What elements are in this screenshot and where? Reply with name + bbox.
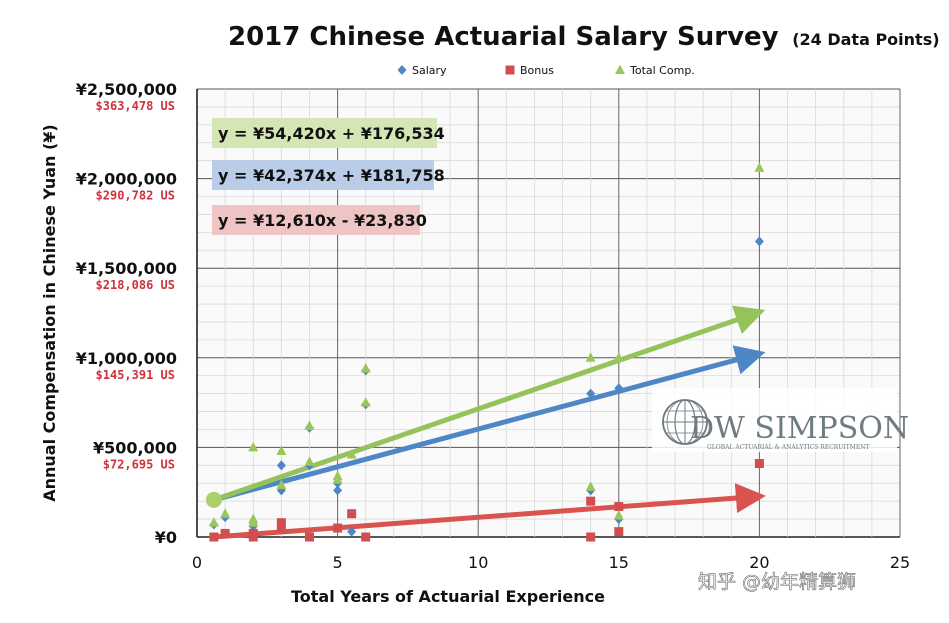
total-comp--point	[613, 352, 624, 362]
legend-label: Total Comp.	[629, 64, 695, 77]
total-comp--point	[346, 449, 357, 459]
trendline-bonus	[211, 483, 766, 540]
chart-subtitle: (24 Data Points)	[792, 30, 939, 49]
y-tick-label: ¥500,000	[93, 438, 177, 457]
bonus-point	[220, 528, 230, 538]
total-comp--point	[276, 479, 287, 490]
salary-point	[586, 388, 596, 399]
x-tick-label: 25	[890, 553, 910, 572]
total-comp--point	[208, 517, 219, 527]
salary-point	[614, 383, 624, 394]
x-tick-label: 10	[468, 553, 488, 572]
legend-label: Bonus	[520, 64, 554, 77]
bonus-point	[276, 518, 286, 528]
globe-icon	[662, 399, 708, 445]
total-comp--point	[360, 363, 371, 373]
bonus-point	[347, 509, 357, 519]
total-comp--point	[613, 509, 624, 520]
bonus-point	[614, 527, 624, 537]
x-tick-label: 0	[192, 553, 202, 572]
legend-label: Salary	[412, 64, 447, 77]
trendline-salary	[211, 345, 766, 503]
equation-box	[212, 160, 434, 190]
bonus-point	[754, 459, 764, 469]
bonus-point	[209, 532, 219, 542]
bonus-point	[276, 523, 286, 533]
legend-square-icon	[505, 65, 515, 75]
y-tick-label: ¥1,500,000	[76, 259, 177, 278]
y-axis-ticks: ¥0 ¥500,000$72,695 US ¥1,000,000$145,391 U…	[76, 80, 177, 547]
equation-box	[212, 205, 420, 235]
trendline-total-comp-	[211, 305, 766, 503]
equation-label: y = ¥12,610x - ¥23,830	[218, 211, 427, 230]
bonus-point	[586, 496, 596, 506]
trend-origin-dot	[205, 491, 222, 508]
logo-name: DW SIMPSON	[690, 411, 909, 446]
y-tick-usd-label: $363,478 US	[96, 99, 175, 113]
total-comp--point	[585, 352, 596, 362]
salary-point	[754, 236, 764, 247]
y-tick-label: ¥1,000,000	[76, 349, 177, 368]
y-tick-label: ¥2,500,000	[76, 80, 177, 99]
salary-point	[347, 526, 357, 537]
x-tick-label: 20	[749, 553, 769, 572]
bonus-point	[614, 502, 624, 512]
equation-label: y = ¥42,374x + ¥181,758	[218, 166, 445, 185]
zhihu-watermark: 知乎 @幼年精算狮	[698, 571, 856, 593]
x-axis-ticks: 0 5 10 15 20 25	[192, 553, 910, 572]
trend-equations: y = ¥54,420x + ¥176,534 y = ¥42,374x + ¥1…	[212, 118, 445, 235]
legend-diamond-icon	[397, 65, 407, 75]
y-tick-usd-label: $290,782 US	[96, 189, 175, 203]
total-comp--point	[304, 420, 315, 430]
bonus-point	[586, 532, 596, 542]
y-tick-label: ¥0	[155, 528, 177, 547]
total-comp--point	[754, 162, 765, 172]
equation-label: y = ¥54,420x + ¥176,534	[218, 124, 445, 143]
salary-point	[333, 485, 343, 496]
logo-tagline: GLOBAL ACTUARIAL & ANALYTICS RECRUITMENT	[707, 444, 870, 451]
total-comp--point	[220, 508, 231, 518]
total-comp--point	[248, 441, 259, 452]
x-tick-label: 15	[609, 553, 629, 572]
total-comp--point	[585, 481, 596, 491]
y-tick-usd-label: $72,695 US	[103, 457, 175, 471]
bonus-point	[304, 532, 314, 542]
x-tick-label: 5	[333, 553, 343, 572]
total-comp--point	[360, 397, 371, 407]
total-comp--point	[276, 445, 287, 455]
y-tick-usd-label: $218,086 US	[96, 278, 175, 292]
bonus-point	[333, 523, 343, 533]
legend: Salary Bonus Total Comp.	[397, 64, 695, 77]
y-tick-usd-label: $145,391 US	[96, 368, 175, 382]
total-comp--point	[332, 470, 343, 481]
dw-simpson-logo: DW SIMPSON GLOBAL ACTUARIAL & ANALYTICS …	[652, 388, 909, 452]
bonus-point	[361, 532, 371, 542]
y-axis-label: Annual Compensation in Chinese Yuan (¥)	[40, 124, 59, 502]
y-tick-label: ¥2,000,000	[76, 170, 177, 189]
salary-point	[276, 460, 286, 471]
legend-triangle-icon	[615, 64, 625, 74]
equation-box	[212, 118, 437, 148]
trend-lines	[205, 305, 766, 540]
total-comp--point	[248, 517, 259, 527]
total-comp--point	[304, 456, 315, 466]
chart-title: 2017 Chinese Actuarial Salary Survey (24…	[228, 22, 940, 52]
chart-title-main: 2017 Chinese Actuarial Salary Survey	[228, 22, 779, 52]
x-axis-label: Total Years of Actuarial Experience	[291, 587, 605, 606]
bonus-point	[248, 528, 258, 538]
data-markers	[208, 162, 765, 542]
